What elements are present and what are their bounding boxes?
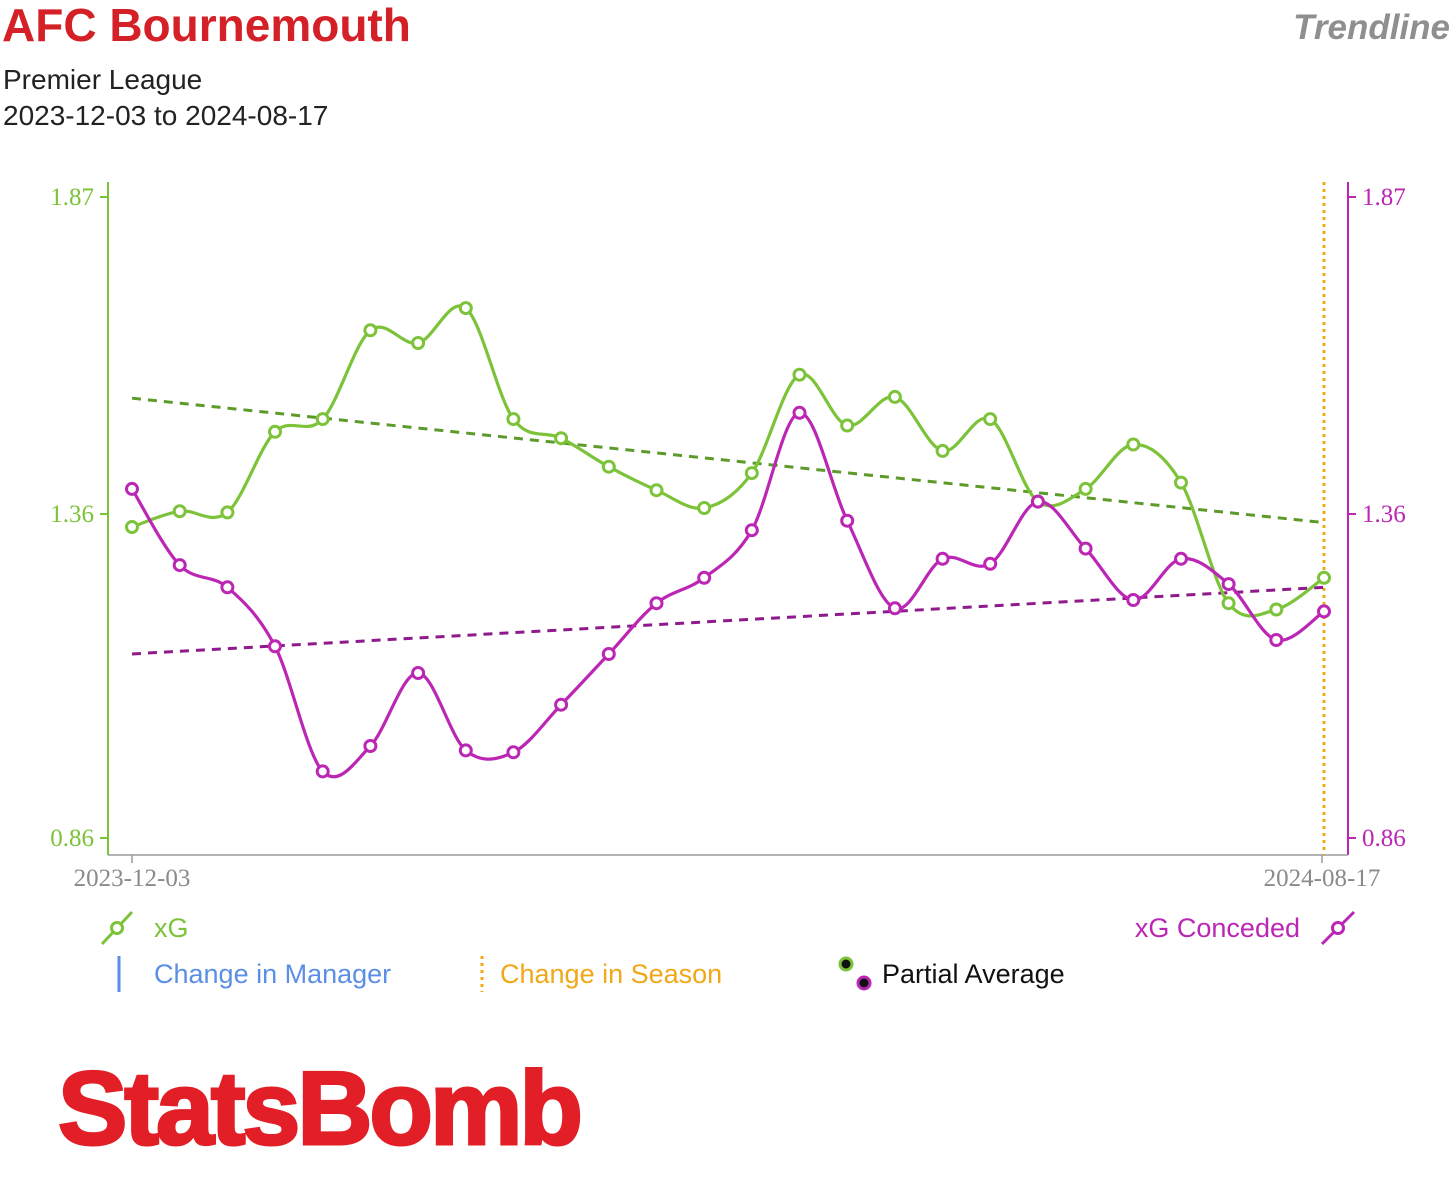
legend-partial-conceded-dot	[856, 975, 872, 991]
xg-conceded-point-3	[268, 639, 282, 654]
xg-point-1	[172, 504, 187, 519]
x-tick-label-end: 2024-08-17	[1264, 865, 1381, 892]
xg-conceded-point-17	[935, 551, 950, 566]
legend-xg: xG	[100, 910, 189, 946]
xg-conceded-point-18	[983, 556, 998, 571]
xg-conceded-point-25	[1317, 604, 1331, 619]
xg-conceded-point-9	[554, 697, 569, 712]
xg-conceded-point-7	[458, 743, 473, 758]
right-tick-label-top: 1.87	[1362, 184, 1406, 211]
legend-manager: Change in Manager	[117, 956, 391, 992]
xg-point-2	[220, 505, 235, 520]
legend-partial-average: Partial Average	[838, 956, 1065, 991]
xg-point-17	[935, 443, 950, 458]
xg-point-14	[792, 367, 807, 382]
xg-point-5	[363, 323, 378, 338]
legend-xg-conceded-swatch-point	[1331, 921, 1345, 935]
xg-conceded-point-16	[887, 601, 902, 616]
xg-conceded-point-13	[744, 523, 759, 538]
xg-conceded-point-2	[220, 580, 235, 595]
legend-xg-conceded: xG Conceded	[1135, 910, 1356, 946]
legend-xg-conceded-label: xG Conceded	[1135, 913, 1300, 943]
legend-season-label: Change in Season	[500, 959, 722, 989]
xg-point-11	[649, 483, 664, 498]
xg-point-12	[697, 501, 712, 515]
xg-conceded-point-24	[1269, 633, 1284, 647]
xg-conceded-series-line	[130, 411, 1325, 779]
xg-point-22	[1174, 475, 1188, 490]
trendlines	[131, 396, 1325, 656]
xg-conceded-trendline	[131, 585, 1325, 656]
xg-point-18	[983, 412, 998, 427]
legend-manager-label: Change in Manager	[154, 959, 391, 989]
x-tick-label-start: 2023-12-03	[74, 865, 191, 892]
xg-point-10	[601, 459, 616, 474]
xg-conceded-point-15	[840, 513, 855, 528]
xg-point-25	[1317, 570, 1331, 585]
xg-conceded-point-1	[172, 558, 187, 573]
series-lines	[130, 304, 1325, 779]
xg-conceded-point-11	[649, 596, 664, 611]
xg-point-4	[315, 412, 330, 427]
xg-point-8	[506, 412, 521, 427]
xg-conceded-point-22	[1174, 551, 1188, 566]
xg-point-3	[268, 424, 282, 439]
left-tick-label-bottom: 0.86	[50, 825, 94, 852]
xg-point-15	[840, 418, 855, 433]
legend-partial-xg-dot	[838, 956, 854, 972]
series-points	[125, 301, 1331, 779]
team-title: AFC Bournemouth	[2, 0, 411, 51]
xg-conceded-point-20	[1078, 541, 1093, 556]
legend-season: Change in Season	[480, 956, 722, 992]
date-range-label: 2023-12-03 to 2024-08-17	[3, 100, 329, 131]
statsbomb-logo: StatsBomb	[57, 1050, 585, 1169]
xg-point-16	[887, 389, 902, 404]
xg-conceded-point-8	[506, 745, 521, 760]
xg-conceded-point-5	[363, 739, 378, 753]
xg-point-9	[554, 431, 569, 446]
legend-xg-label: xG	[154, 913, 189, 943]
trend-chart: 1.87 1.36 0.86 1.87 1.36 0.86 2023-12-03…	[50, 182, 1406, 992]
left-tick-label-mid: 1.36	[50, 501, 94, 528]
xg-point-21	[1126, 437, 1141, 452]
xg-point-24	[1269, 602, 1284, 617]
xg-conceded-point-0	[125, 481, 139, 496]
xg-conceded-point-21	[1126, 593, 1141, 607]
xg-conceded-point-10	[601, 647, 616, 661]
legend-xg-swatch-point	[110, 921, 124, 935]
xg-point-20	[1078, 481, 1093, 496]
left-tick-label-top: 1.87	[50, 184, 94, 211]
xg-conceded-point-4	[315, 764, 330, 779]
competition-label: Premier League	[3, 64, 203, 95]
xg-point-23	[1221, 596, 1236, 611]
xg-point-6	[411, 336, 426, 350]
legend-partial-label: Partial Average	[882, 959, 1065, 989]
right-tick-label-bottom: 0.86	[1362, 825, 1406, 852]
xg-trendline	[131, 396, 1325, 525]
right-tick-label-mid: 1.36	[1362, 501, 1406, 528]
xg-point-13	[744, 466, 759, 481]
xg-conceded-point-19	[1030, 494, 1045, 509]
xg-conceded-point-23	[1221, 577, 1236, 592]
xg-conceded-point-12	[697, 570, 712, 585]
xg-conceded-point-14	[792, 405, 807, 420]
xg-point-0	[125, 520, 139, 534]
xg-conceded-point-6	[411, 666, 426, 680]
xg-point-7	[458, 301, 473, 316]
trendline-badge: Trendline	[1293, 8, 1450, 47]
